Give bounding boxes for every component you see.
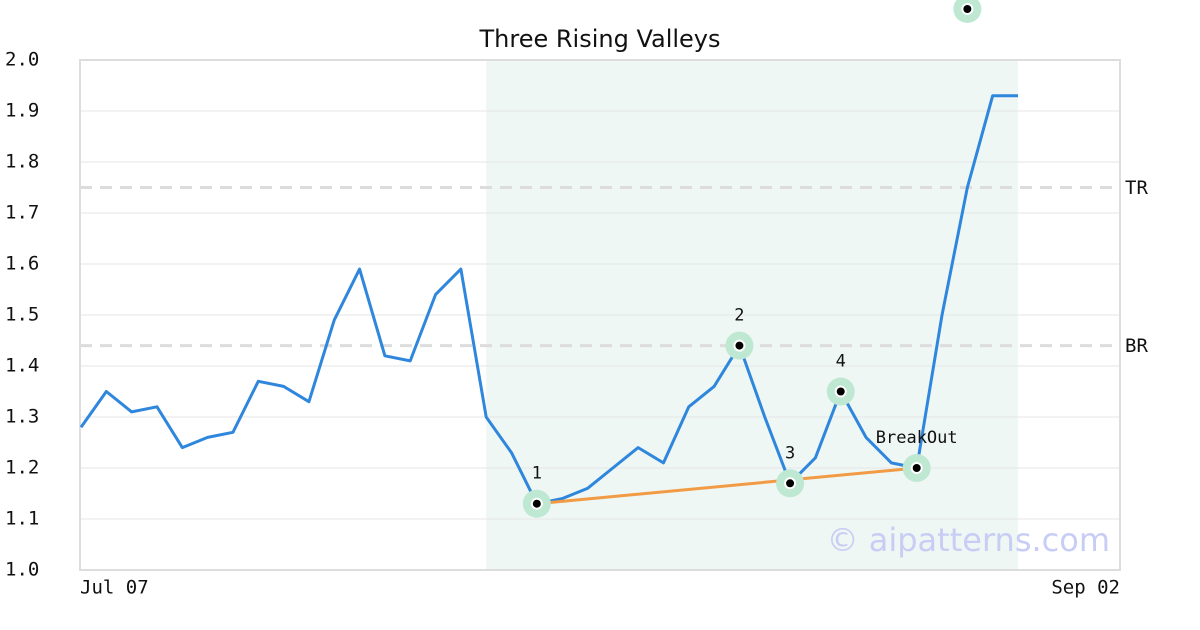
y-tick-label: 2.0 (5, 49, 39, 71)
level-label: BR (1125, 335, 1148, 357)
plot-frame (79, 59, 1121, 571)
y-tick-label: 1.3 (5, 406, 39, 428)
y-tick-label: 1.1 (5, 508, 39, 530)
y-tick-label: 1.8 (5, 151, 39, 173)
y-tick-label: 1.6 (5, 253, 39, 275)
trend-line (536, 466, 917, 506)
marker-dot (961, 3, 974, 15)
level-label: TR (1125, 177, 1148, 199)
marker-dot (834, 385, 847, 398)
y-tick-label: 1.0 (5, 559, 39, 581)
marker-dot (733, 339, 746, 352)
marker-dot (784, 477, 797, 490)
x-tick-label: Jul 07 (80, 577, 149, 599)
marker-label: 4 (836, 352, 846, 372)
marker-label: 3 (785, 443, 795, 463)
x-tick-label: Sep 02 (1051, 577, 1120, 599)
watermark: © aipatterns.com (827, 521, 1110, 559)
y-tick-label: 1.7 (5, 202, 39, 224)
y-tick-label: 1.4 (5, 355, 39, 377)
marker-label: 2 (734, 306, 744, 326)
marker-dot (910, 462, 923, 474)
y-tick-label: 1.9 (5, 100, 39, 122)
marker-label: BreakOut (876, 428, 958, 448)
chart-title: Three Rising Valleys (478, 25, 720, 53)
y-tick-label: 1.5 (5, 304, 39, 326)
marker-label: 1 (532, 464, 542, 484)
marker-dot (530, 497, 543, 510)
y-tick-label: 1.2 (5, 457, 39, 479)
